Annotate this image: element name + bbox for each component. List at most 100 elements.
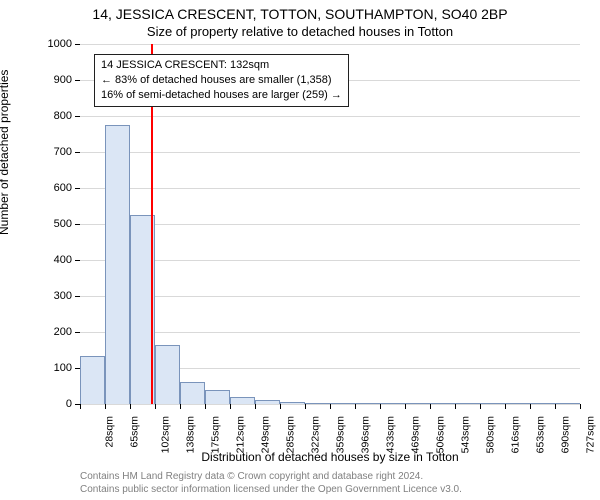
y-tick-label: 300 [32,290,72,302]
y-tick [75,224,80,225]
x-tick [80,404,81,409]
footnote-line-2: Contains public sector information licen… [80,484,462,497]
x-tick-label: 469sqm [409,416,421,453]
histogram-bar [505,403,530,404]
y-axis-label: Number of detached properties [0,70,11,235]
footnote-line-1: Contains HM Land Registry data © Crown c… [80,471,462,484]
gridline [80,152,580,153]
y-tick-label: 0 [32,398,72,410]
x-tick [305,404,306,409]
histogram-bar [430,403,455,404]
histogram-bar [230,397,255,404]
x-axis-label: Distribution of detached houses by size … [80,450,580,464]
x-tick [380,404,381,409]
histogram-bar [355,403,380,404]
histogram-bar [155,345,180,404]
x-tick [205,404,206,409]
y-tick-label: 500 [32,218,72,230]
x-tick [530,404,531,409]
chart-title-sub: Size of property relative to detached ho… [0,24,600,39]
histogram-bar [105,125,130,404]
plot-area: 0100200300400500600700800900100028sqm65s… [80,44,580,405]
histogram-bar [405,403,430,404]
chart-container: 14, JESSICA CRESCENT, TOTTON, SOUTHAMPTO… [0,0,600,500]
histogram-bar [455,403,480,404]
gridline [80,116,580,117]
x-tick [130,404,131,409]
y-tick-label: 100 [32,362,72,374]
x-tick [330,404,331,409]
chart-title-address: 14, JESSICA CRESCENT, TOTTON, SOUTHAMPTO… [0,6,600,22]
y-tick [75,80,80,81]
x-tick-label: 102sqm [159,416,171,453]
histogram-bar [305,403,330,404]
y-tick-label: 900 [32,74,72,86]
y-tick [75,332,80,333]
x-tick-label: 249sqm [259,416,271,453]
x-tick-label: 285sqm [284,416,296,453]
gridline [80,296,580,297]
x-tick [155,404,156,409]
x-tick-label: 543sqm [459,416,471,453]
gridline [80,44,580,45]
y-tick [75,116,80,117]
x-tick-label: 616sqm [509,416,521,453]
x-tick [430,404,431,409]
x-tick-label: 359sqm [334,416,346,453]
x-tick-label: 580sqm [484,416,496,453]
y-tick-label: 700 [32,146,72,158]
histogram-bar [530,403,555,404]
histogram-bar [80,356,105,404]
y-tick-label: 1000 [32,38,72,50]
x-tick-label: 28sqm [104,416,116,448]
y-tick-label: 600 [32,182,72,194]
x-tick [505,404,506,409]
x-tick-label: 322sqm [309,416,321,453]
x-tick-label: 212sqm [234,416,246,453]
y-tick-label: 800 [32,110,72,122]
y-tick [75,296,80,297]
y-tick [75,188,80,189]
y-tick [75,44,80,45]
annotation-line-2: ← 83% of detached houses are smaller (1,… [101,73,342,88]
x-tick-label: 506sqm [434,416,446,453]
x-tick [580,404,581,409]
x-tick-label: 396sqm [359,416,371,453]
histogram-bar [205,390,230,404]
x-tick [455,404,456,409]
histogram-bar [330,403,355,404]
annotation-line-3: 16% of semi-detached houses are larger (… [101,88,342,103]
annotation-box: 14 JESSICA CRESCENT: 132sqm ← 83% of det… [94,54,349,107]
x-tick-label: 175sqm [209,416,221,453]
histogram-bar [255,400,280,404]
y-tick [75,260,80,261]
histogram-bar [380,403,405,404]
y-tick [75,152,80,153]
x-tick [105,404,106,409]
x-tick-label: 727sqm [584,416,596,453]
y-tick-label: 200 [32,326,72,338]
y-tick-label: 400 [32,254,72,266]
x-tick [355,404,356,409]
x-tick [405,404,406,409]
x-tick-label: 433sqm [384,416,396,453]
x-tick-label: 690sqm [559,416,571,453]
annotation-line-1: 14 JESSICA CRESCENT: 132sqm [101,58,342,73]
histogram-bar [180,382,205,404]
x-tick [230,404,231,409]
footnote: Contains HM Land Registry data © Crown c… [80,471,462,496]
x-tick [280,404,281,409]
x-tick [180,404,181,409]
gridline [80,188,580,189]
x-tick-label: 138sqm [184,416,196,453]
x-tick [255,404,256,409]
x-tick-label: 65sqm [129,416,141,448]
x-tick [480,404,481,409]
histogram-bar [280,402,305,404]
gridline [80,260,580,261]
histogram-bar [480,403,505,404]
x-tick-label: 653sqm [534,416,546,453]
gridline [80,332,580,333]
x-tick [555,404,556,409]
gridline [80,224,580,225]
